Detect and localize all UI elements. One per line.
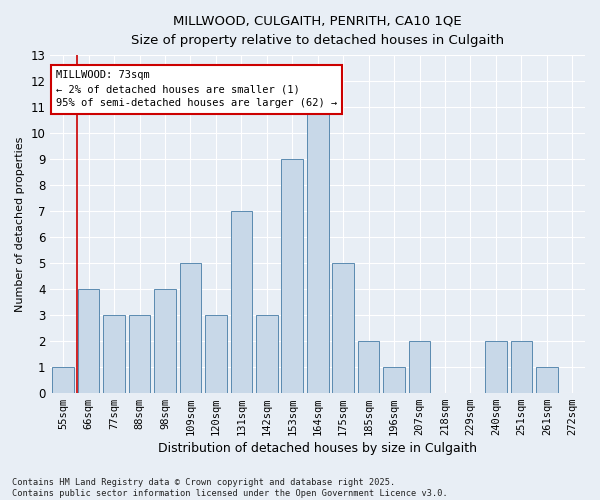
Bar — [230, 211, 252, 392]
Bar — [179, 263, 201, 392]
Y-axis label: Number of detached properties: Number of detached properties — [15, 136, 25, 312]
Bar — [332, 263, 354, 392]
Bar — [128, 315, 151, 392]
Title: MILLWOOD, CULGAITH, PENRITH, CA10 1QE
Size of property relative to detached hous: MILLWOOD, CULGAITH, PENRITH, CA10 1QE Si… — [131, 15, 504, 47]
Bar — [103, 315, 125, 392]
Bar — [281, 159, 303, 392]
Bar — [511, 341, 532, 392]
Bar — [205, 315, 227, 392]
Text: Contains HM Land Registry data © Crown copyright and database right 2025.
Contai: Contains HM Land Registry data © Crown c… — [12, 478, 448, 498]
X-axis label: Distribution of detached houses by size in Culgaith: Distribution of detached houses by size … — [158, 442, 477, 455]
Bar — [154, 289, 176, 393]
Bar — [536, 366, 557, 392]
Bar — [307, 107, 329, 393]
Bar — [409, 341, 430, 392]
Text: MILLWOOD: 73sqm
← 2% of detached houses are smaller (1)
95% of semi-detached hou: MILLWOOD: 73sqm ← 2% of detached houses … — [56, 70, 337, 108]
Bar — [485, 341, 507, 392]
Bar — [78, 289, 100, 393]
Bar — [52, 366, 74, 392]
Bar — [358, 341, 379, 392]
Bar — [256, 315, 278, 392]
Bar — [383, 366, 405, 392]
